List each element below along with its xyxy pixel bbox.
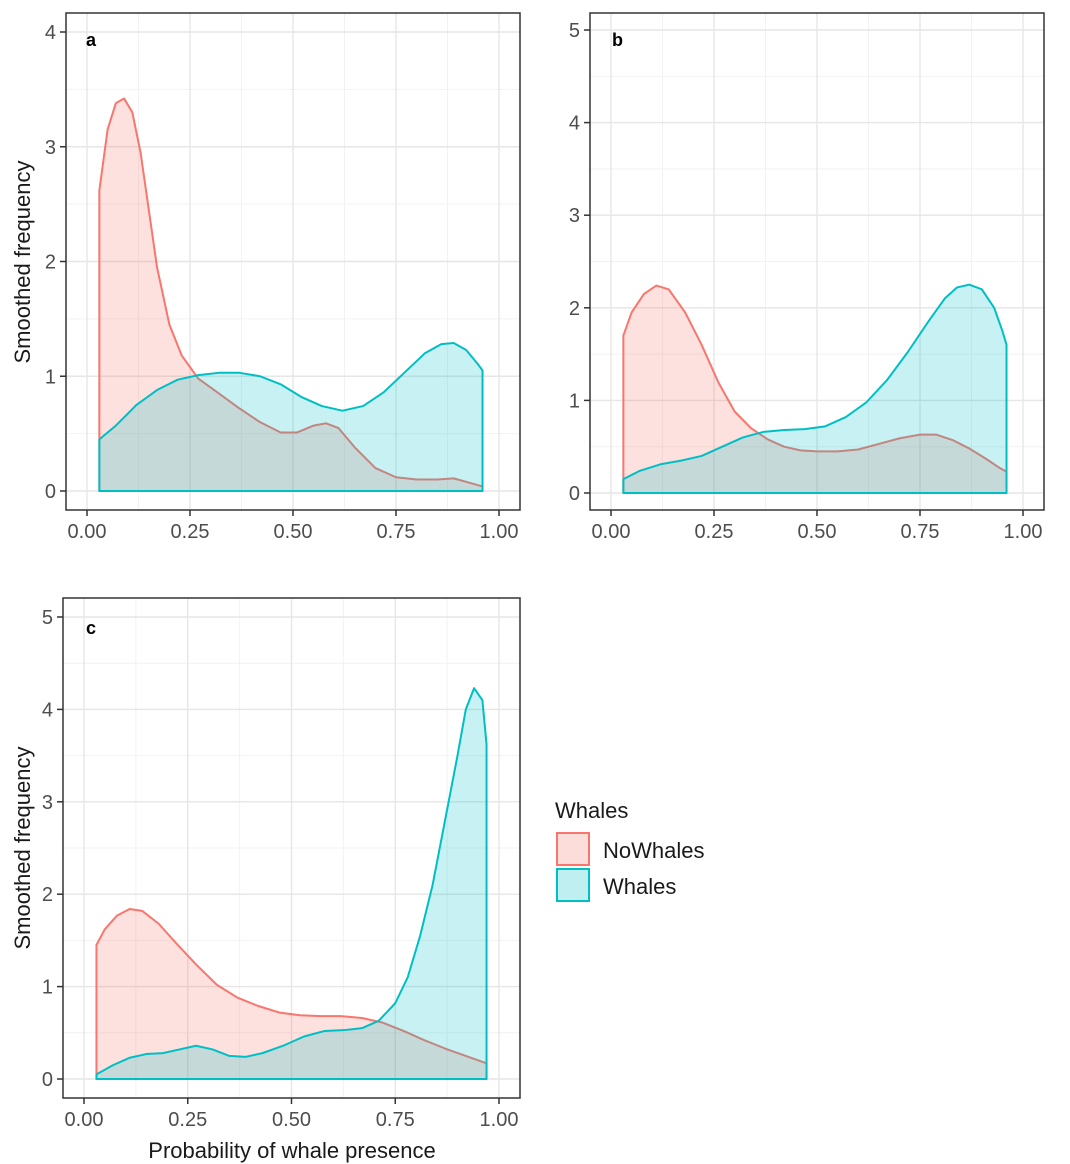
panel-c-xlabel: Probability of whale presence bbox=[148, 1138, 435, 1163]
x-tick-label: 0.75 bbox=[376, 1109, 415, 1131]
x-tick-label: 1.00 bbox=[1004, 521, 1043, 543]
legend: Whales NoWhales Whales bbox=[555, 798, 704, 902]
panel-b: b 0.00 0.25 0.50 0.75 1.00 0 1 2 3 4 5 bbox=[569, 12, 1045, 543]
panel-a-tag: a bbox=[86, 30, 97, 50]
x-tick-label: 0.25 bbox=[171, 521, 210, 543]
x-tick-label: 0.75 bbox=[901, 521, 940, 543]
panel-c-y-axis: 0 1 2 3 4 5 bbox=[42, 607, 63, 1091]
y-tick-label: 3 bbox=[569, 205, 580, 227]
panel-b-plot bbox=[622, 283, 1008, 494]
x-tick-label: 0.00 bbox=[592, 521, 631, 543]
y-tick-label: 5 bbox=[42, 607, 53, 629]
panel-a-plot bbox=[98, 97, 484, 492]
panel-c-x-axis: 0.00 0.25 0.50 0.75 1.00 bbox=[65, 1098, 519, 1131]
density-area-whales bbox=[98, 341, 484, 492]
x-tick-label: 1.00 bbox=[480, 1109, 519, 1131]
panel-b-y-axis: 0 1 2 3 4 5 bbox=[569, 20, 590, 505]
y-tick-label: 1 bbox=[45, 366, 56, 388]
x-tick-label: 1.00 bbox=[480, 521, 519, 543]
x-tick-label: 0.50 bbox=[798, 521, 837, 543]
panel-c-ylabel: Smoothed frequency bbox=[10, 746, 35, 949]
density-area-whales bbox=[95, 687, 488, 1080]
y-tick-label: 5 bbox=[569, 20, 580, 42]
y-tick-label: 0 bbox=[569, 483, 580, 505]
panel-b-x-axis: 0.00 0.25 0.50 0.75 1.00 bbox=[592, 510, 1043, 543]
panel-c: c 0.00 0.25 0.50 0.75 1.00 0 1 2 3 4 5 Smoothed f… bbox=[10, 597, 521, 1163]
y-tick-label: 2 bbox=[569, 298, 580, 320]
legend-title: Whales bbox=[555, 798, 628, 823]
y-tick-label: 4 bbox=[569, 113, 580, 135]
y-tick-label: 0 bbox=[45, 481, 56, 503]
y-tick-label: 4 bbox=[42, 699, 53, 721]
x-tick-label: 0.50 bbox=[272, 1109, 311, 1131]
legend-label-whales: Whales bbox=[603, 874, 676, 899]
y-tick-label: 0 bbox=[42, 1069, 53, 1091]
panel-a-ylabel: Smoothed frequency bbox=[10, 160, 35, 363]
panel-a: a 0.00 0.25 0.50 0.75 1.00 0 1 2 3 4 Smoothed fr… bbox=[10, 12, 521, 543]
density-area-nowhales bbox=[622, 284, 1008, 494]
density-area-whales bbox=[622, 283, 1008, 494]
panel-a-x-axis: 0.00 0.25 0.50 0.75 1.00 bbox=[68, 510, 519, 543]
y-tick-label: 3 bbox=[42, 792, 53, 814]
panel-c-tag: c bbox=[86, 618, 96, 638]
x-tick-label: 0.75 bbox=[377, 521, 416, 543]
panel-b-tag: b bbox=[612, 30, 623, 50]
y-tick-label: 4 bbox=[45, 22, 56, 44]
x-tick-label: 0.25 bbox=[168, 1109, 207, 1131]
legend-swatch-whales bbox=[556, 868, 590, 902]
y-tick-label: 2 bbox=[42, 884, 53, 906]
y-tick-label: 1 bbox=[569, 390, 580, 412]
density-area-nowhales bbox=[95, 907, 488, 1080]
y-tick-label: 1 bbox=[42, 977, 53, 999]
x-tick-label: 0.00 bbox=[68, 521, 107, 543]
density-area-nowhales bbox=[98, 97, 484, 492]
panel-c-plot bbox=[95, 687, 488, 1080]
panel-c-grid bbox=[63, 598, 520, 1098]
x-tick-label: 0.00 bbox=[65, 1109, 104, 1131]
y-tick-label: 2 bbox=[45, 252, 56, 274]
legend-swatch-nowhales bbox=[556, 832, 590, 866]
panel-a-y-axis: 0 1 2 3 4 bbox=[45, 22, 66, 503]
x-tick-label: 0.50 bbox=[274, 521, 313, 543]
x-tick-label: 0.25 bbox=[695, 521, 734, 543]
y-tick-label: 3 bbox=[45, 137, 56, 159]
legend-label-nowhales: NoWhales bbox=[603, 838, 704, 863]
